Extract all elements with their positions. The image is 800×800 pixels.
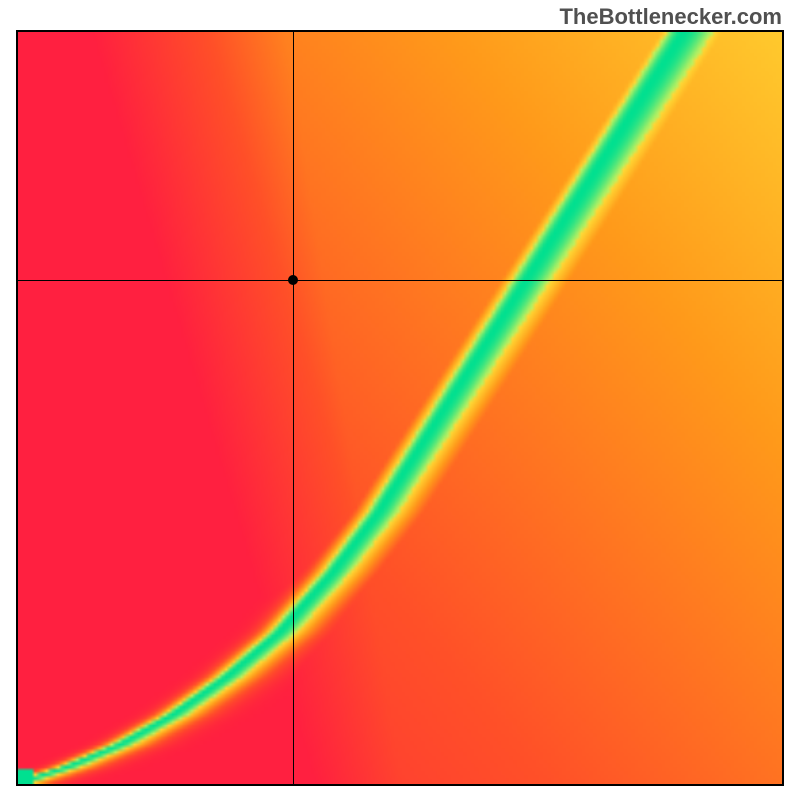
bottleneck-heatmap [18, 32, 782, 784]
root: { "watermark": { "text": "TheBottlenecke… [0, 0, 800, 800]
selection-marker-dot [288, 275, 298, 285]
watermark-text: TheBottlenecker.com [559, 4, 782, 30]
crosshair-vertical [293, 32, 294, 784]
heatmap-frame [16, 30, 784, 786]
crosshair-horizontal [18, 280, 782, 281]
